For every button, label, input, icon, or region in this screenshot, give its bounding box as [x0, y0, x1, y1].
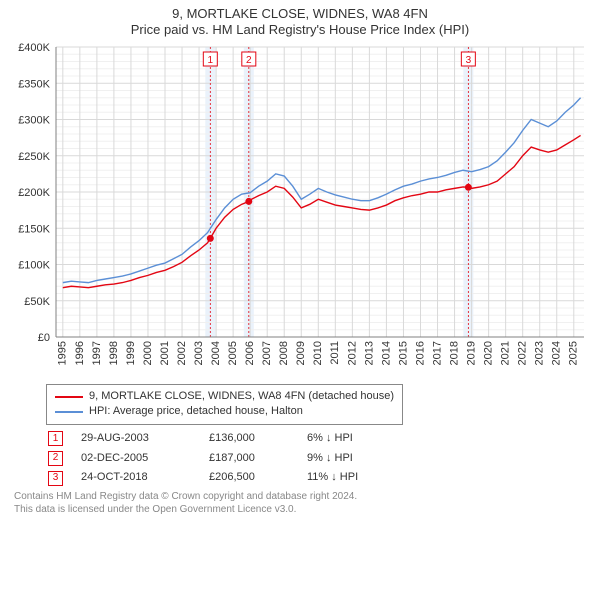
svg-text:2004: 2004: [210, 341, 222, 365]
events-table: 1 29-AUG-2003 £136,000 6% ↓ HPI 2 02-DEC-2005…: [48, 429, 590, 488]
event-date: 29-AUG-2003: [81, 429, 191, 449]
svg-text:3: 3: [466, 55, 472, 66]
svg-text:2014: 2014: [380, 341, 392, 365]
svg-text:£50K: £50K: [24, 296, 50, 308]
event-price: £187,000: [209, 449, 289, 469]
price-chart: £0 £50K £100K £150K £200K £250K £300K £350K £400…: [10, 43, 588, 373]
svg-text:2013: 2013: [363, 341, 375, 365]
svg-text:£100K: £100K: [18, 260, 50, 272]
event-date: 24-OCT-2018: [81, 468, 191, 488]
event-diff: 9% ↓ HPI: [307, 449, 407, 469]
footer-line-1: Contains HM Land Registry data © Crown c…: [14, 490, 590, 503]
svg-text:1998: 1998: [108, 341, 120, 365]
legend-swatch: [55, 411, 83, 413]
svg-text:£150K: £150K: [18, 223, 50, 235]
svg-text:2003: 2003: [193, 341, 205, 365]
legend: 9, MORTLAKE CLOSE, WIDNES, WA8 4FN (deta…: [46, 384, 403, 425]
event-diff: 6% ↓ HPI: [307, 429, 407, 449]
svg-text:2011: 2011: [329, 341, 341, 365]
svg-text:1995: 1995: [57, 341, 69, 365]
legend-swatch: [55, 396, 83, 398]
legend-item: HPI: Average price, detached house, Halt…: [55, 404, 394, 419]
svg-text:2: 2: [246, 55, 252, 66]
svg-text:£300K: £300K: [18, 115, 50, 127]
legend-item: 9, MORTLAKE CLOSE, WIDNES, WA8 4FN (deta…: [55, 389, 394, 404]
footer-line-2: This data is licensed under the Open Gov…: [14, 503, 590, 516]
svg-text:1: 1: [208, 55, 214, 66]
svg-text:£200K: £200K: [18, 187, 50, 199]
svg-text:2012: 2012: [346, 341, 358, 365]
chart-subtitle: Price paid vs. HM Land Registry's House …: [10, 22, 590, 37]
svg-text:2017: 2017: [431, 341, 443, 365]
svg-text:2020: 2020: [483, 341, 495, 365]
event-price: £136,000: [209, 429, 289, 449]
svg-text:1999: 1999: [125, 341, 137, 365]
svg-text:2001: 2001: [159, 341, 171, 365]
svg-text:2024: 2024: [551, 341, 563, 365]
svg-text:2008: 2008: [278, 341, 290, 365]
event-row: 3 24-OCT-2018 £206,500 11% ↓ HPI: [48, 468, 590, 488]
event-number: 2: [48, 451, 63, 466]
svg-text:2025: 2025: [568, 341, 580, 365]
svg-text:2015: 2015: [397, 341, 409, 365]
svg-text:1997: 1997: [91, 341, 103, 365]
svg-text:£400K: £400K: [18, 43, 50, 54]
legend-label: HPI: Average price, detached house, Halt…: [89, 404, 303, 419]
event-number: 1: [48, 431, 63, 446]
event-row: 2 02-DEC-2005 £187,000 9% ↓ HPI: [48, 449, 590, 469]
event-number: 3: [48, 471, 63, 486]
event-price: £206,500: [209, 468, 289, 488]
svg-text:2006: 2006: [244, 341, 256, 365]
svg-text:£250K: £250K: [18, 151, 50, 163]
svg-text:2000: 2000: [142, 341, 154, 365]
svg-text:2016: 2016: [414, 341, 426, 365]
svg-text:2005: 2005: [227, 341, 239, 365]
legend-label: 9, MORTLAKE CLOSE, WIDNES, WA8 4FN (deta…: [89, 389, 394, 404]
chart-container: £0 £50K £100K £150K £200K £250K £300K £350K £400…: [10, 43, 590, 378]
svg-text:2022: 2022: [517, 341, 529, 365]
svg-text:1996: 1996: [74, 341, 86, 365]
event-row: 1 29-AUG-2003 £136,000 6% ↓ HPI: [48, 429, 590, 449]
svg-text:£0: £0: [38, 332, 50, 344]
footer-attribution: Contains HM Land Registry data © Crown c…: [14, 490, 590, 516]
svg-text:2007: 2007: [261, 341, 273, 365]
svg-text:2009: 2009: [295, 341, 307, 365]
svg-text:2002: 2002: [176, 341, 188, 365]
event-diff: 11% ↓ HPI: [307, 468, 407, 488]
chart-title: 9, MORTLAKE CLOSE, WIDNES, WA8 4FN: [10, 6, 590, 21]
svg-text:£350K: £350K: [18, 78, 50, 90]
svg-text:2021: 2021: [500, 341, 512, 365]
svg-text:2023: 2023: [534, 341, 546, 365]
svg-text:2018: 2018: [448, 341, 460, 365]
svg-text:2010: 2010: [312, 341, 324, 365]
svg-text:2019: 2019: [465, 341, 477, 365]
event-date: 02-DEC-2005: [81, 449, 191, 469]
